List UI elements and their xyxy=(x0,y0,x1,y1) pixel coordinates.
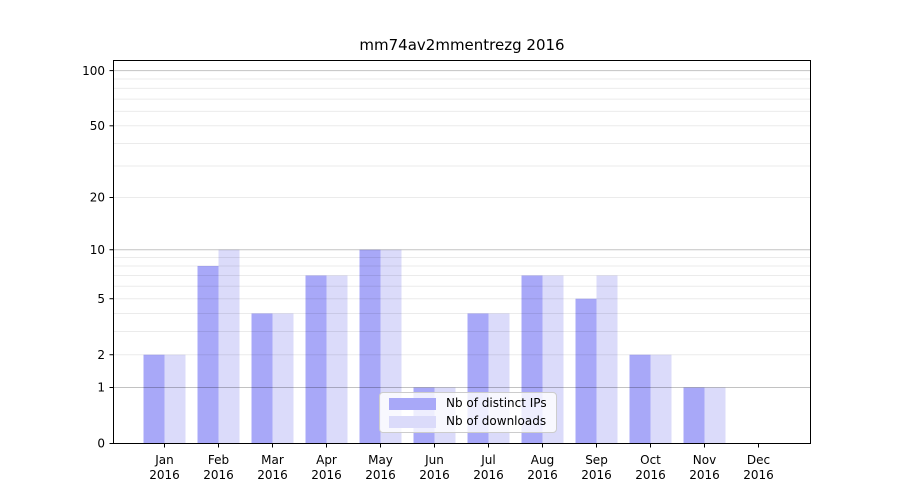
x-tick-label-month: Apr xyxy=(316,453,337,467)
y-tick-label: 2 xyxy=(97,348,105,362)
y-tick-label: 10 xyxy=(90,243,105,257)
bar-distinct-ips xyxy=(143,354,165,444)
x-tick-label-month: Jun xyxy=(424,453,444,467)
x-tick-label-month: Nov xyxy=(693,453,716,467)
bar-distinct-ips xyxy=(683,387,705,444)
bar-distinct-ips xyxy=(305,275,327,444)
x-tick-label-month: Dec xyxy=(747,453,770,467)
x-tick-label-year: 2016 xyxy=(257,468,288,482)
y-tick-label: 1 xyxy=(97,381,105,395)
x-tick-label-year: 2016 xyxy=(689,468,720,482)
y-tick-label: 50 xyxy=(90,119,105,133)
bar-distinct-ips xyxy=(359,249,381,444)
axes-frame xyxy=(113,60,811,444)
x-tick-label-year: 2016 xyxy=(581,468,612,482)
y-tick-label: 100 xyxy=(82,64,105,78)
bar-downloads xyxy=(272,313,294,444)
bar-downloads xyxy=(596,275,618,444)
x-tick-label-month: Feb xyxy=(208,453,229,467)
bar-distinct-ips xyxy=(197,265,219,444)
x-tick-label-year: 2016 xyxy=(473,468,504,482)
y-tick-label: 20 xyxy=(90,191,105,205)
x-tick-label-year: 2016 xyxy=(365,468,396,482)
legend-label-ips: Nb of distinct IPs xyxy=(446,396,547,410)
y-tick-label: 5 xyxy=(97,292,105,306)
x-tick-label-month: Oct xyxy=(640,453,661,467)
chart-title: mm74av2mmentrezg 2016 xyxy=(359,36,565,54)
legend-label-downloads: Nb of downloads xyxy=(446,414,547,428)
bar-downloads xyxy=(218,249,240,444)
x-tick-label-month: Sep xyxy=(585,453,608,467)
bar-downloads xyxy=(650,354,672,444)
x-tick-label-month: Aug xyxy=(531,453,554,467)
legend-swatch-ips-icon xyxy=(389,397,436,410)
bar-distinct-ips xyxy=(575,298,597,444)
x-tick-label-year: 2016 xyxy=(743,468,774,482)
x-tick-label-month: Mar xyxy=(261,453,284,467)
x-tick-label-year: 2016 xyxy=(311,468,342,482)
bar-downloads xyxy=(164,354,186,444)
x-tick-label-month: May xyxy=(368,453,393,467)
legend: Nb of distinct IPs Nb of downloads xyxy=(379,392,557,433)
x-tick-label-year: 2016 xyxy=(419,468,450,482)
x-tick-label-year: 2016 xyxy=(635,468,666,482)
x-tick-label-year: 2016 xyxy=(527,468,558,482)
x-tick-label-month: Jul xyxy=(480,453,495,467)
bar-downloads xyxy=(326,275,348,444)
legend-swatch-downloads-icon xyxy=(389,415,436,428)
legend-item-distinct-ips: Nb of distinct IPs xyxy=(389,397,547,410)
bar-downloads xyxy=(704,387,726,444)
x-tick-label-month: Jan xyxy=(154,453,174,467)
legend-item-downloads: Nb of downloads xyxy=(389,415,547,428)
x-tick-label-year: 2016 xyxy=(149,468,180,482)
bar-distinct-ips xyxy=(629,354,651,444)
bar-distinct-ips xyxy=(251,313,273,444)
y-tick-label: 0 xyxy=(97,437,105,451)
x-tick-label-year: 2016 xyxy=(203,468,234,482)
